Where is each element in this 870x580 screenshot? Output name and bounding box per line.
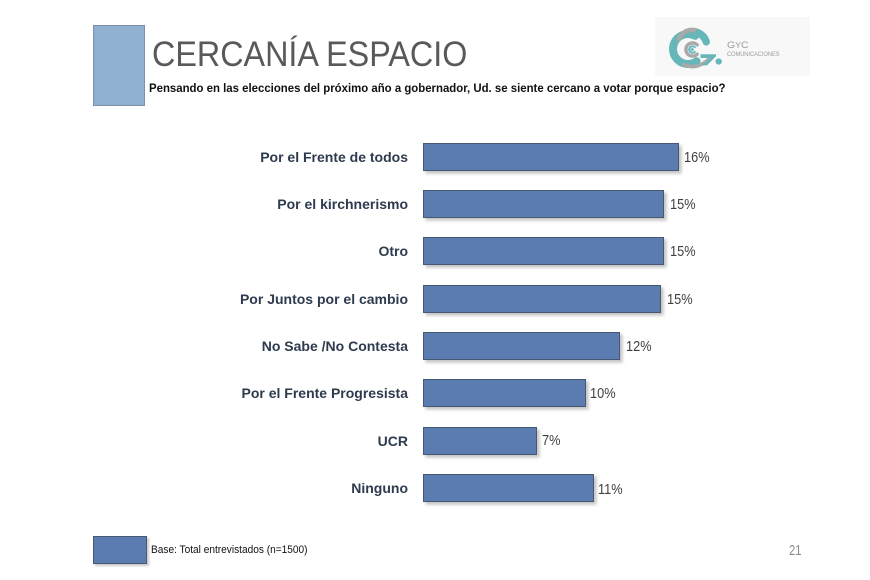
svg-text:COMUNICACIONES: COMUNICACIONES: [727, 51, 780, 58]
svg-text:GYC: GYC: [727, 40, 749, 51]
